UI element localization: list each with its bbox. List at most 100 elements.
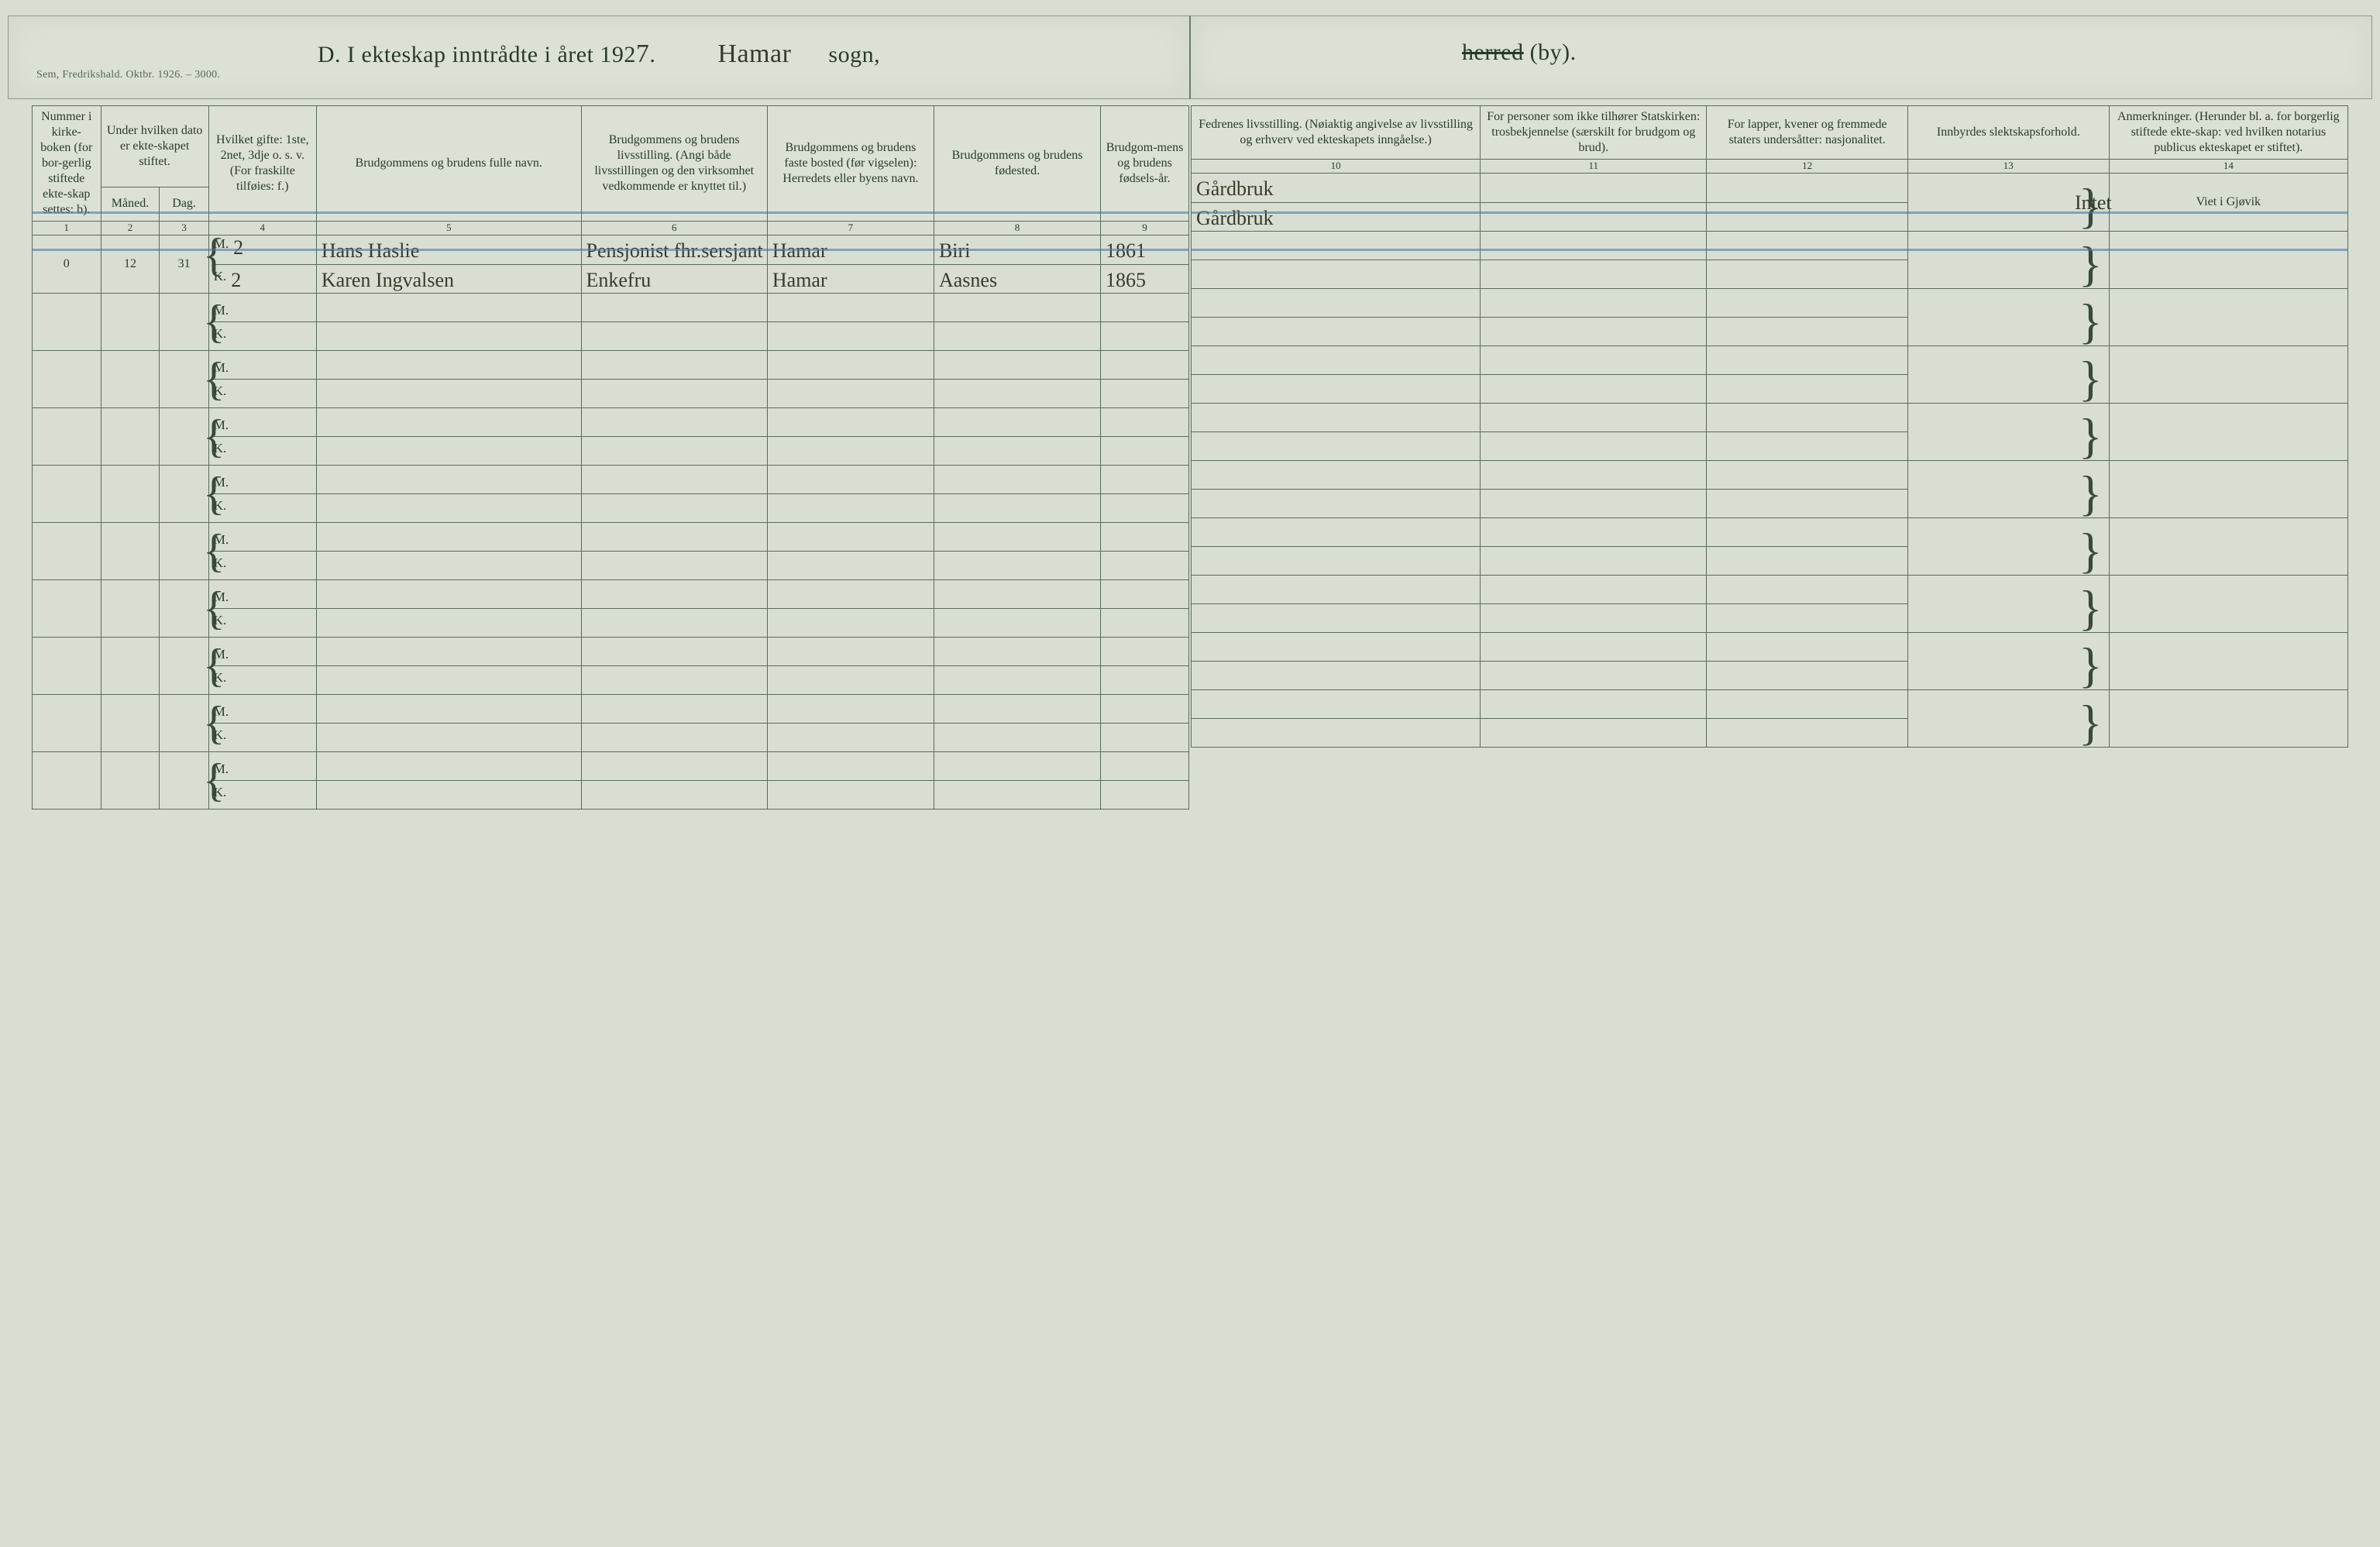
k-value: Aasnes xyxy=(934,265,1100,294)
colnum: 5 xyxy=(316,222,581,235)
entry-row: 0 12 31 { M. 2 K. 2 Hans Haslie Karen In… xyxy=(33,235,1189,294)
m-value xyxy=(1481,633,1706,662)
empty-row: { M. K. xyxy=(33,294,1189,351)
k-value xyxy=(317,322,581,350)
split-cell xyxy=(1707,690,1907,747)
k-value xyxy=(934,437,1100,465)
col3-head: Dag. xyxy=(160,187,208,221)
m-value xyxy=(1192,346,1480,375)
k-value: Hamar xyxy=(768,265,934,294)
k-value xyxy=(1481,375,1706,403)
k-value xyxy=(1481,490,1706,517)
k-value xyxy=(317,609,581,637)
brace-icon: } xyxy=(2079,233,2103,295)
k-value xyxy=(1101,666,1188,694)
split-cell: Gårdbruk Gårdbruk xyxy=(1192,174,1480,231)
k-value xyxy=(582,437,767,465)
brace-icon: { xyxy=(203,293,225,351)
mk-cell: { M. K. xyxy=(209,302,316,342)
m-value xyxy=(768,294,934,322)
m-value xyxy=(934,408,1100,437)
title-prefix: D. I ekteskap inntrådte i året 192 xyxy=(318,42,636,67)
col9-head: Brudgom-mens og brudens fødsels-år. xyxy=(1101,106,1189,222)
m-value xyxy=(768,466,934,494)
k-value xyxy=(1192,432,1480,460)
colnum: 8 xyxy=(934,222,1100,235)
k-value xyxy=(582,781,767,809)
book-no: 0 xyxy=(33,235,101,294)
m-value xyxy=(582,466,767,494)
split-cell xyxy=(768,294,934,350)
split-cell xyxy=(768,638,934,694)
m-value: Gårdbruk xyxy=(1192,174,1480,203)
split-cell xyxy=(317,408,581,465)
m-value xyxy=(1101,466,1188,494)
k-value xyxy=(768,781,934,809)
m-value xyxy=(768,523,934,552)
empty-row: } xyxy=(1192,633,2348,690)
k-value xyxy=(582,724,767,751)
m-value xyxy=(934,466,1100,494)
k-value xyxy=(934,609,1100,637)
mk-cell: { M. K. xyxy=(209,474,316,514)
m-value xyxy=(1707,518,1907,547)
k-value xyxy=(1192,260,1480,288)
split-cell xyxy=(317,351,581,407)
k-value xyxy=(1192,719,1480,747)
split-cell: Biri Aasnes xyxy=(934,235,1100,293)
split-cell xyxy=(768,351,934,407)
m-value xyxy=(317,294,581,322)
blue-rule-4 xyxy=(1191,249,2348,251)
split-cell xyxy=(1707,174,1907,231)
split-cell xyxy=(1192,346,1480,403)
col8-head: Brudgommens og brudens fødested. xyxy=(934,106,1100,222)
m-value xyxy=(582,695,767,724)
empty-row: } xyxy=(1192,232,2348,289)
month: 12 xyxy=(101,235,160,294)
split-cell xyxy=(768,523,934,579)
k-value xyxy=(1481,203,1706,232)
brace-icon: } xyxy=(2079,348,2103,410)
split-cell xyxy=(934,466,1100,522)
m-value xyxy=(1101,408,1188,437)
k-value xyxy=(1101,437,1188,465)
brace-icon: } xyxy=(2079,692,2103,754)
split-cell xyxy=(582,752,767,809)
m-value xyxy=(1481,289,1706,318)
brace-icon: } xyxy=(2079,577,2103,639)
split-cell xyxy=(582,638,767,694)
col23-parent: Under hvilken dato er ekte-skapet stifte… xyxy=(101,106,208,187)
m-value xyxy=(934,580,1100,609)
m-value xyxy=(1481,461,1706,490)
k-value xyxy=(1192,318,1480,345)
k-value: Karen Ingvalsen xyxy=(317,265,581,294)
empty-row: { M. K. xyxy=(33,580,1189,638)
k-value: 1865 xyxy=(1101,265,1188,294)
title-left: D. I ekteskap inntrådte i året 1927. Ham… xyxy=(16,40,1181,69)
m-value xyxy=(1481,518,1706,547)
split-cell xyxy=(1481,289,1706,345)
empty-row: } xyxy=(1192,518,2348,576)
split-cell xyxy=(768,466,934,522)
split-cell xyxy=(1707,232,1907,288)
split-cell xyxy=(1192,690,1480,747)
m-value xyxy=(768,580,934,609)
m-value xyxy=(934,695,1100,724)
left-page: D. I ekteskap inntrådte i året 1927. Ham… xyxy=(8,15,1190,99)
split-cell xyxy=(934,695,1100,751)
split-cell xyxy=(1192,518,1480,575)
split-cell xyxy=(1481,404,1706,460)
colnum: 1 xyxy=(33,222,101,235)
empty-row: { M. K. xyxy=(33,523,1189,580)
split-cell xyxy=(768,408,934,465)
header-row-right: Fedrenes livsstilling. (Nøiaktig angivel… xyxy=(1192,106,2348,160)
k-value xyxy=(1192,375,1480,403)
colnum: 7 xyxy=(767,222,934,235)
k-value xyxy=(582,380,767,407)
split-cell xyxy=(582,580,767,637)
split-cell xyxy=(1481,633,1706,689)
m-value xyxy=(768,695,934,724)
split-cell: 1861 1865 xyxy=(1101,235,1188,293)
brace-icon: { xyxy=(203,350,225,408)
brace-icon: { xyxy=(203,579,225,638)
